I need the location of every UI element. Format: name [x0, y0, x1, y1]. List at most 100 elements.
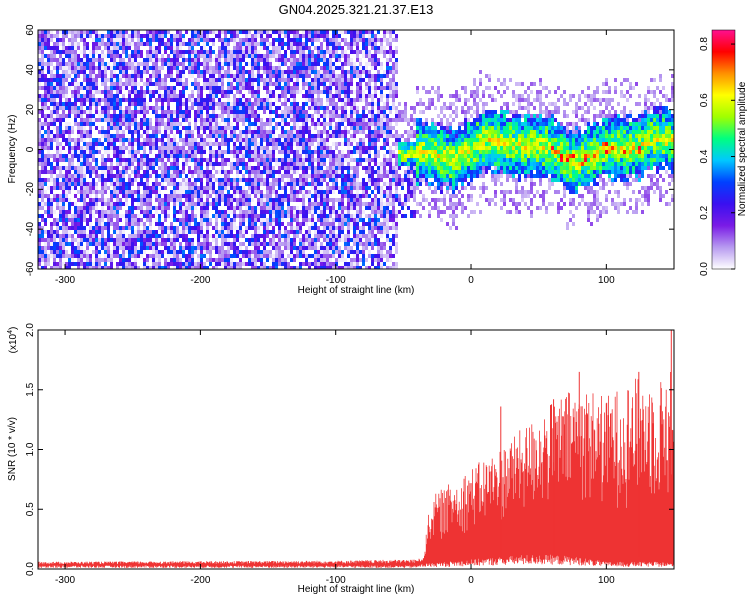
- heat-cell: [272, 74, 275, 78]
- heat-cell: [212, 86, 215, 90]
- heat-cell: [83, 174, 86, 178]
- heat-cell: [86, 146, 89, 150]
- heat-cell: [65, 166, 68, 170]
- heat-cell: [323, 222, 326, 226]
- heat-cell: [71, 202, 74, 206]
- heat-cell: [137, 218, 140, 222]
- heat-cell: [191, 174, 194, 178]
- heat-cell: [209, 38, 212, 42]
- heat-cell: [50, 198, 53, 202]
- heat-cell: [341, 122, 344, 126]
- heat-cell: [203, 174, 206, 178]
- heat-cell: [50, 90, 53, 94]
- heat-cell: [140, 250, 143, 254]
- heat-cell: [272, 90, 275, 94]
- heat-cell: [266, 106, 269, 110]
- heat-cell: [170, 110, 173, 114]
- heat-cell: [338, 166, 341, 170]
- heat-cell: [65, 54, 68, 58]
- heat-cell: [233, 166, 236, 170]
- heat-cell: [182, 146, 185, 150]
- heat-cell: [167, 118, 170, 122]
- heat-cell: [116, 150, 119, 154]
- heat-cell: [44, 54, 47, 58]
- heat-cell: [320, 230, 323, 234]
- heat-cell: [53, 122, 56, 126]
- heat-cell: [266, 218, 269, 222]
- heat-cell: [266, 206, 269, 210]
- heat-cell: [200, 162, 203, 166]
- heat-cell: [53, 266, 56, 269]
- heat-cell: [68, 202, 71, 206]
- heat-cell: [74, 42, 77, 46]
- heat-cell: [221, 66, 224, 70]
- heat-cell: [74, 34, 77, 38]
- heat-cell: [74, 210, 77, 214]
- heat-cell: [329, 154, 332, 158]
- heat-cell: [329, 266, 332, 269]
- heat-cell: [203, 210, 206, 214]
- heat-cell: [122, 250, 125, 254]
- heat-cell: [284, 58, 287, 62]
- heat-cell: [335, 214, 338, 218]
- heat-cell: [338, 258, 341, 262]
- heat-cell: [68, 30, 71, 34]
- heat-cell: [197, 190, 200, 194]
- heat-cell: [317, 246, 320, 250]
- heat-cell: [224, 258, 227, 262]
- heat-cell: [152, 254, 155, 258]
- heat-cell: [236, 138, 239, 142]
- heat-cell: [95, 194, 98, 198]
- heat-cell: [44, 94, 47, 98]
- heat-cell: [41, 86, 44, 90]
- heat-cell: [263, 146, 266, 150]
- heat-cell: [290, 214, 293, 218]
- heat-cell: [179, 258, 182, 262]
- heat-cell: [146, 226, 149, 230]
- heat-cell: [329, 258, 332, 262]
- heat-cell: [272, 214, 275, 218]
- heat-cell: [161, 38, 164, 42]
- heat-cell: [53, 242, 56, 246]
- heat-cell: [65, 194, 68, 198]
- heat-cell: [272, 246, 275, 250]
- heat-cell: [44, 254, 47, 258]
- heat-cell: [128, 258, 131, 262]
- heat-cell: [101, 206, 104, 210]
- heat-cell: [83, 94, 86, 98]
- heat-cell: [209, 182, 212, 186]
- heat-cell: [260, 58, 263, 62]
- heat-cell: [116, 222, 119, 226]
- heat-cell: [212, 42, 215, 46]
- heat-cell: [113, 242, 116, 246]
- heat-cell: [113, 50, 116, 54]
- heat-cell: [200, 202, 203, 206]
- heat-cell: [122, 194, 125, 198]
- heat-cell: [95, 206, 98, 210]
- heat-cell: [269, 34, 272, 38]
- heat-cell: [113, 150, 116, 154]
- heat-cell: [248, 222, 251, 226]
- heat-cell: [338, 142, 341, 146]
- heat-cell: [326, 114, 329, 118]
- heat-cell: [338, 106, 341, 110]
- heat-cell: [182, 190, 185, 194]
- heat-cell: [101, 238, 104, 242]
- heat-cell: [257, 254, 260, 258]
- heat-cell: [125, 138, 128, 142]
- heat-cell: [65, 98, 68, 102]
- heat-cell: [164, 186, 167, 190]
- heat-cell: [107, 78, 110, 82]
- heat-cell: [281, 258, 284, 262]
- heat-cell: [50, 266, 53, 269]
- heat-cell: [272, 266, 275, 269]
- heat-cell: [173, 86, 176, 90]
- heat-cell: [332, 182, 335, 186]
- heat-cell: [146, 234, 149, 238]
- heat-cell: [332, 82, 335, 86]
- heat-cell: [140, 78, 143, 82]
- heat-cell: [206, 166, 209, 170]
- heat-cell: [137, 90, 140, 94]
- heat-cell: [158, 46, 161, 50]
- heat-cell: [194, 102, 197, 106]
